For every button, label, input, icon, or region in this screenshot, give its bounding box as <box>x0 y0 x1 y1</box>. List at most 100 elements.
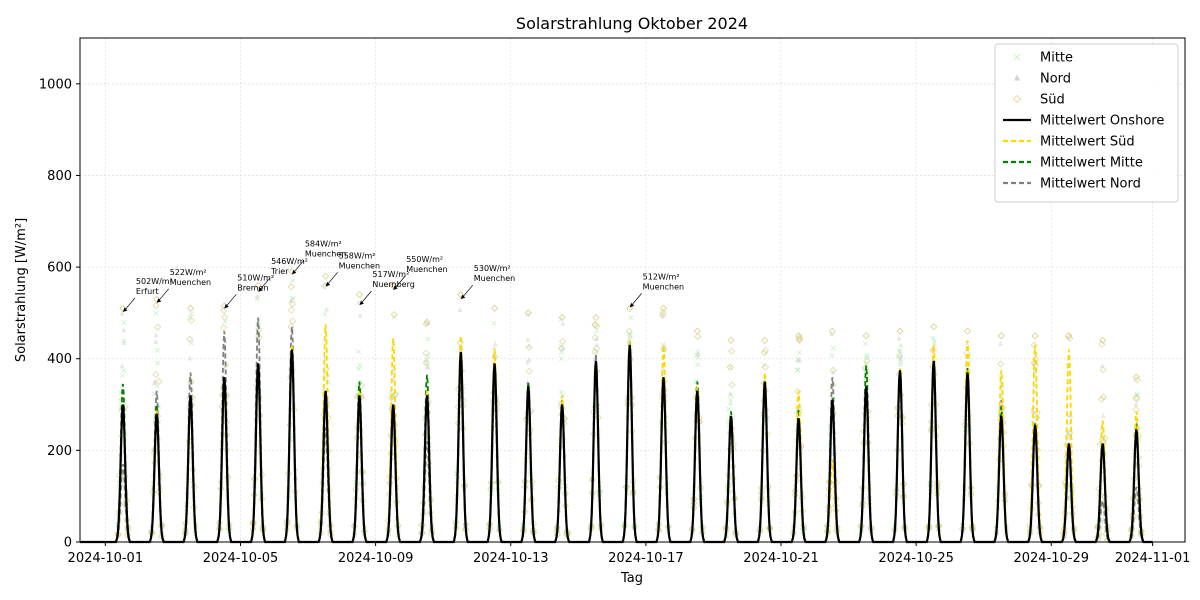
scatter-point-sued <box>592 313 600 322</box>
scatter-point-nord <box>695 351 701 356</box>
legend-label: Nord <box>1040 72 1071 87</box>
scatter-point-mitte <box>726 406 732 412</box>
scatter-point-sued <box>288 300 296 308</box>
scatter-point-mitte <box>695 362 701 368</box>
scatter-point-sued <box>963 327 972 335</box>
scatter-point-sued <box>795 332 803 340</box>
x-tick-label: 2024-10-13 <box>473 551 549 566</box>
annotation-value: 512W/m² <box>643 272 680 281</box>
scatter-point-sued <box>761 336 769 344</box>
scatter-point-nord <box>560 345 566 351</box>
annotation-arrowhead <box>359 300 364 306</box>
legend: Mitte Nord Süd Mittelwert Onshore Mittelwert… <box>994 43 1179 203</box>
scatter-point-nord <box>830 369 836 375</box>
scatter-point-mitte <box>187 315 193 320</box>
chart-title: Solarstrahlung Oktober 2024 <box>516 14 748 33</box>
scatter-point-sued <box>490 304 499 312</box>
x-tick-label: 2024-10-05 <box>203 551 279 566</box>
scatter-point-sued <box>997 332 1005 340</box>
scatter-point-nord <box>896 335 902 341</box>
x-tick-label: 2024-10-29 <box>1013 551 1089 566</box>
scatter-point-nord <box>355 299 361 305</box>
scatter-point-nord <box>492 341 498 347</box>
scatter-point-nord <box>526 342 532 348</box>
annotation-value: 558W/m² <box>339 251 376 260</box>
scatter-point-nord <box>727 390 733 396</box>
scatter-point-sued <box>186 304 195 312</box>
annotation-location: Erfurt <box>136 287 159 296</box>
annotation-value: 546W/m² <box>271 257 308 266</box>
scatter-point-sued <box>153 295 161 303</box>
scatter-point-sued <box>659 311 667 319</box>
x-tick-label: 2024-10-17 <box>608 551 684 566</box>
scatter-point-sued <box>1064 432 1072 440</box>
scatter-point-sued <box>1098 340 1106 348</box>
scatter-point-sued <box>119 304 127 312</box>
y-tick-label: 800 <box>47 169 72 184</box>
scatter-point-sued <box>155 377 163 386</box>
scatter-point-sued <box>124 532 132 540</box>
scatter-point-nord <box>728 400 734 406</box>
scatter-point-sued <box>355 291 363 299</box>
y-axis-label: Solarstrahlung [W/m²] <box>14 218 29 362</box>
scatter-point-sued <box>559 337 567 345</box>
scatter-point-nord <box>897 348 903 354</box>
scatter-point-sued <box>524 309 532 317</box>
scatter-point-nord <box>796 357 802 362</box>
y-tick-label: 200 <box>47 444 72 459</box>
annotation-location: Muenchen <box>305 249 346 258</box>
scatter-point-nord <box>424 356 430 362</box>
annotation-arrowhead <box>156 298 162 303</box>
annotation-arrowhead <box>291 269 297 275</box>
annotation-value: 510W/m² <box>237 273 274 282</box>
scatter-point-sued <box>795 334 803 342</box>
scatter-point-mitte <box>153 310 159 316</box>
scatter-point-nord <box>425 320 431 326</box>
annotation-location: Muenchen <box>339 261 380 270</box>
scatter-point-mitte <box>222 319 228 325</box>
scatter-point-mitte <box>559 349 565 355</box>
scatter-point-nord <box>153 339 159 344</box>
scatter-point-sued <box>422 359 430 367</box>
scatter-point-sued <box>390 310 398 319</box>
x-tick-label: 2024-11-01 <box>1115 551 1191 566</box>
scatter-point-sued <box>761 363 770 371</box>
scatter-point-mitte <box>1134 392 1140 398</box>
scatter-point-sued <box>187 316 196 324</box>
scatter-point-sued <box>558 313 566 322</box>
scatter-point-sued <box>828 327 836 335</box>
y-tick-label: 600 <box>47 261 72 276</box>
scatter-point-sued <box>626 304 634 312</box>
annotation-value: 517W/m² <box>372 270 409 279</box>
scatter-point-nord <box>121 340 127 345</box>
scatter-point-sued <box>254 281 262 289</box>
scatter-point-mitte <box>357 362 363 368</box>
legend-label: Süd <box>1040 93 1065 108</box>
scatter-point-sued <box>1099 336 1107 344</box>
scatter-point-mitte <box>322 311 328 317</box>
scatter-point-nord <box>660 366 666 372</box>
scatter-point-sued <box>152 302 160 310</box>
scatter-point-sued <box>659 304 668 312</box>
scatter-point-mitte <box>424 363 430 369</box>
legend-label: Mitte <box>1040 51 1073 66</box>
scatter-point-sued <box>1030 341 1038 349</box>
scatter-point-mitte <box>558 356 564 362</box>
scatter-point-sued <box>660 345 668 353</box>
scatter-point-nord <box>524 359 530 365</box>
scatter-point-mitte <box>863 361 869 367</box>
scatter-point-sued <box>186 335 194 343</box>
annotation-location: Nuernberg <box>372 280 414 289</box>
scatter-point-nord <box>1100 413 1106 418</box>
scatter-point-sued <box>862 332 870 340</box>
scatter-point-sued <box>1065 332 1073 340</box>
scatter-point-mitte <box>491 320 497 326</box>
scatter-point-mitte <box>290 278 296 284</box>
legend-label: Mittelwert Nord <box>1040 177 1141 192</box>
x-tick-label: 2024-10-09 <box>338 551 414 566</box>
scatter-point-sued <box>863 376 871 384</box>
scatter-point-mitte <box>188 311 194 317</box>
scatter-point-nord <box>119 363 125 369</box>
scatter-point-nord <box>491 345 497 351</box>
scatter-point-sued <box>457 291 465 299</box>
